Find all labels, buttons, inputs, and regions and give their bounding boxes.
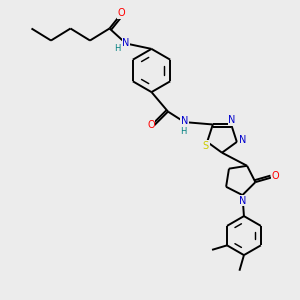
Text: O: O: [147, 120, 155, 130]
Text: H: H: [180, 127, 186, 136]
Text: O: O: [272, 171, 279, 181]
Text: N: N: [239, 135, 247, 146]
Text: H: H: [114, 44, 121, 53]
Text: N: N: [181, 116, 188, 126]
Text: O: O: [118, 8, 125, 19]
Text: N: N: [239, 196, 247, 206]
Text: N: N: [228, 115, 236, 125]
Text: N: N: [122, 38, 130, 49]
Text: S: S: [202, 140, 209, 151]
